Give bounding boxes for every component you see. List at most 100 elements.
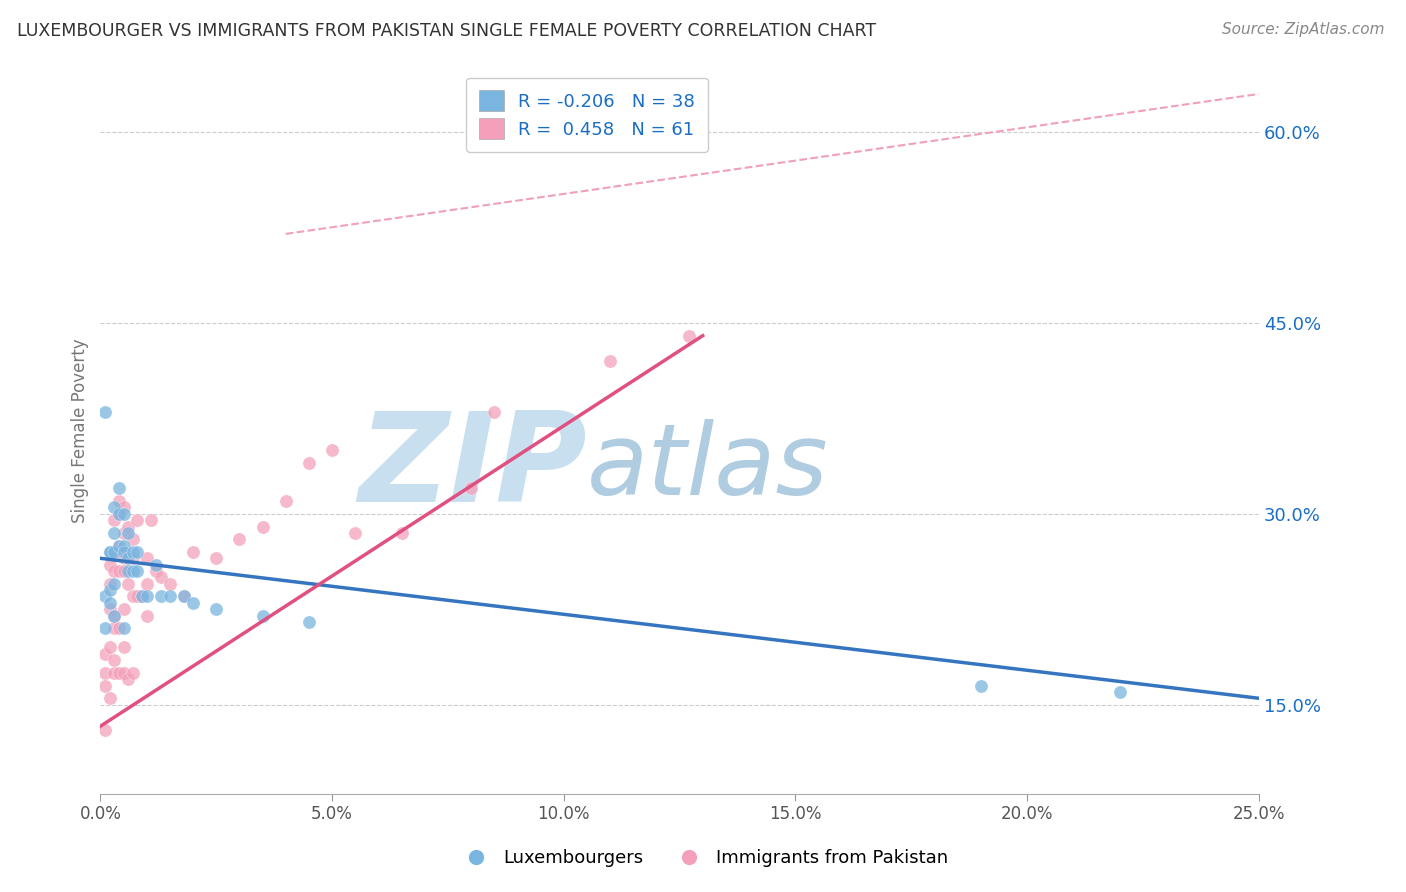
Point — [112, 525, 135, 540]
Point — [108, 621, 131, 635]
Point — [112, 665, 135, 680]
Point — [108, 539, 131, 553]
Point — [98, 583, 121, 598]
Point — [131, 590, 153, 604]
Point — [159, 576, 181, 591]
Point — [460, 481, 482, 495]
Point — [112, 621, 135, 635]
Point — [112, 602, 135, 616]
Point — [98, 596, 121, 610]
Point — [98, 691, 121, 706]
Point — [135, 576, 157, 591]
Point — [94, 621, 117, 635]
Point — [135, 551, 157, 566]
Point — [117, 545, 139, 559]
Point — [112, 564, 135, 578]
Point — [108, 507, 131, 521]
Point — [103, 564, 125, 578]
Point — [103, 608, 125, 623]
Point — [94, 590, 117, 604]
Point — [103, 513, 125, 527]
Point — [173, 590, 195, 604]
Point — [98, 602, 121, 616]
Point — [108, 494, 131, 508]
Point — [127, 564, 149, 578]
Point — [94, 665, 117, 680]
Point — [112, 539, 135, 553]
Point — [117, 564, 139, 578]
Point — [145, 558, 167, 572]
Point — [181, 596, 204, 610]
Point — [391, 525, 413, 540]
Point — [127, 513, 149, 527]
Point — [103, 621, 125, 635]
Point — [117, 519, 139, 533]
Point — [94, 723, 117, 737]
Text: Source: ZipAtlas.com: Source: ZipAtlas.com — [1222, 22, 1385, 37]
Point — [121, 590, 143, 604]
Point — [252, 608, 274, 623]
Point — [1108, 685, 1130, 699]
Point — [159, 590, 181, 604]
Point — [145, 564, 167, 578]
Point — [127, 590, 149, 604]
Point — [103, 665, 125, 680]
Point — [121, 545, 143, 559]
Point — [205, 551, 228, 566]
Point — [112, 507, 135, 521]
Point — [98, 545, 121, 559]
Legend: R = -0.206   N = 38, R =  0.458   N = 61: R = -0.206 N = 38, R = 0.458 N = 61 — [465, 78, 707, 152]
Point — [112, 640, 135, 655]
Point — [108, 481, 131, 495]
Point — [173, 590, 195, 604]
Point — [112, 545, 135, 559]
Point — [298, 615, 321, 629]
Point — [112, 500, 135, 515]
Point — [103, 545, 125, 559]
Point — [205, 602, 228, 616]
Point — [599, 354, 621, 368]
Point — [94, 679, 117, 693]
Point — [103, 608, 125, 623]
Point — [98, 576, 121, 591]
Point — [141, 513, 163, 527]
Text: ZIP: ZIP — [359, 407, 586, 528]
Y-axis label: Single Female Poverty: Single Female Poverty — [72, 339, 89, 524]
Point — [117, 551, 139, 566]
Point — [94, 405, 117, 419]
Point — [112, 551, 135, 566]
Point — [344, 525, 367, 540]
Text: atlas: atlas — [586, 419, 828, 516]
Point — [121, 564, 143, 578]
Point — [274, 494, 297, 508]
Point — [98, 558, 121, 572]
Point — [94, 647, 117, 661]
Point — [149, 590, 172, 604]
Point — [117, 576, 139, 591]
Legend: Luxembourgers, Immigrants from Pakistan: Luxembourgers, Immigrants from Pakistan — [451, 842, 955, 874]
Point — [228, 533, 250, 547]
Point — [970, 679, 993, 693]
Point — [103, 576, 125, 591]
Point — [135, 590, 157, 604]
Point — [103, 525, 125, 540]
Point — [103, 653, 125, 667]
Point — [181, 545, 204, 559]
Point — [108, 507, 131, 521]
Point — [121, 533, 143, 547]
Point — [108, 539, 131, 553]
Point — [103, 545, 125, 559]
Point — [98, 545, 121, 559]
Point — [117, 525, 139, 540]
Point — [252, 519, 274, 533]
Point — [135, 608, 157, 623]
Point — [121, 551, 143, 566]
Point — [482, 405, 505, 419]
Text: LUXEMBOURGER VS IMMIGRANTS FROM PAKISTAN SINGLE FEMALE POVERTY CORRELATION CHART: LUXEMBOURGER VS IMMIGRANTS FROM PAKISTAN… — [17, 22, 876, 40]
Point — [108, 564, 131, 578]
Point — [131, 590, 153, 604]
Point — [678, 328, 700, 343]
Point — [121, 665, 143, 680]
Point — [103, 500, 125, 515]
Point — [149, 570, 172, 584]
